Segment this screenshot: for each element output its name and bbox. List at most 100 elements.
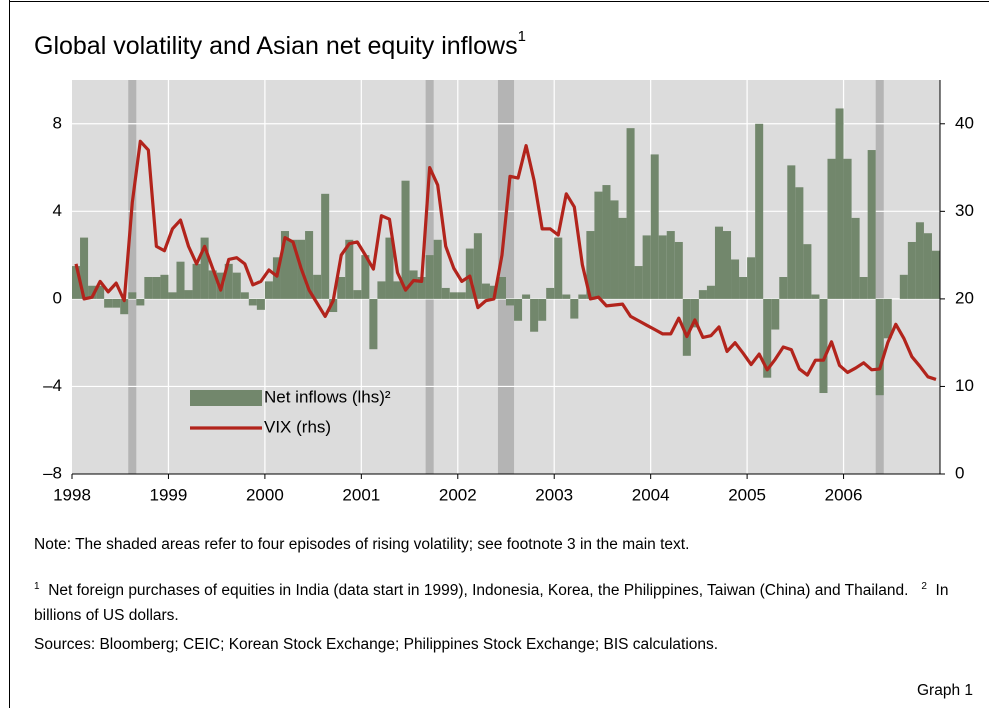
bar (714, 226, 723, 299)
bar (377, 281, 386, 299)
bar (200, 237, 209, 299)
bar (795, 187, 804, 299)
bar (554, 237, 563, 299)
bar (514, 298, 523, 321)
bar (240, 292, 249, 299)
bar (819, 298, 828, 394)
bar (433, 239, 442, 299)
bar (907, 241, 916, 299)
bar (739, 277, 748, 299)
bar (506, 298, 515, 306)
bar (594, 191, 603, 299)
bar (883, 298, 892, 339)
bar (465, 248, 474, 299)
bar (256, 298, 265, 310)
bar (546, 287, 555, 299)
shaded-episode (875, 80, 884, 474)
bar (321, 193, 330, 299)
bar (827, 158, 836, 299)
bar (899, 274, 908, 299)
bar (136, 298, 145, 306)
x-tick-label: 2005 (728, 485, 766, 504)
bar (337, 277, 346, 299)
bar (104, 298, 113, 308)
bar (626, 128, 635, 299)
legend-label: Net inflows (lhs)² (264, 387, 391, 406)
bar (232, 272, 241, 299)
bar (417, 277, 426, 299)
bar (497, 277, 506, 299)
bar (88, 285, 97, 299)
note: Note: The shaded areas refer to four epi… (34, 536, 690, 553)
bar (618, 217, 627, 299)
bar (385, 237, 394, 299)
title-marker: 1 (518, 28, 526, 45)
bar (393, 281, 402, 299)
bar (747, 257, 756, 299)
bar (771, 298, 780, 330)
bar (449, 292, 458, 299)
x-tick-label: 2004 (632, 485, 670, 504)
bar (361, 255, 370, 299)
bar (915, 222, 924, 299)
bar (305, 231, 314, 299)
bar (723, 231, 732, 299)
bar (698, 290, 707, 299)
bar (690, 298, 699, 328)
bar (586, 231, 595, 299)
bar (473, 233, 482, 299)
y-tick-label: –8 (43, 463, 62, 482)
bar (112, 298, 121, 308)
y2-tick-label: 30 (955, 201, 974, 220)
bar (811, 294, 820, 299)
bar (666, 231, 675, 299)
bar (682, 298, 691, 356)
bar (409, 270, 418, 299)
title-text: Global volatility and Asian net equity i… (34, 32, 518, 60)
bar (706, 285, 715, 299)
bar (264, 281, 273, 299)
bar (184, 290, 193, 299)
y-tick-label: 4 (53, 201, 62, 220)
bar (192, 263, 201, 299)
bar (851, 217, 860, 299)
bar (731, 259, 740, 299)
x-tick-label: 1999 (150, 485, 188, 504)
line (74, 139, 937, 381)
bar (530, 298, 539, 332)
bar (538, 298, 547, 321)
bar (369, 298, 378, 350)
bar (144, 277, 153, 299)
bar (345, 239, 354, 299)
bar (650, 154, 659, 299)
bar (923, 233, 932, 299)
y2-tick-label: 0 (955, 463, 964, 482)
bar (522, 294, 531, 299)
bar (208, 270, 217, 299)
x-tick-label: 2003 (535, 485, 573, 504)
bar (763, 298, 772, 378)
shaded-episode (128, 80, 137, 474)
y-tick-label: –4 (43, 376, 62, 395)
y-tick-label: 0 (53, 288, 62, 307)
y2-tick-label: 20 (955, 288, 974, 307)
bar (931, 250, 940, 299)
bar (248, 298, 257, 306)
y-tick-label: 8 (53, 113, 62, 132)
bar (481, 283, 490, 299)
bar (658, 235, 667, 299)
bar (570, 298, 579, 319)
bar (120, 298, 129, 315)
legend-swatch (190, 390, 262, 406)
bar (843, 158, 852, 299)
x-tick-label: 1998 (53, 485, 91, 504)
bar (280, 231, 289, 299)
x-tick-label: 2002 (439, 485, 477, 504)
bar (329, 298, 338, 313)
footnotes: 1 Net foreign purchases of equities in I… (34, 574, 984, 628)
bar (642, 235, 651, 299)
bar (610, 200, 619, 299)
bar (168, 292, 177, 299)
